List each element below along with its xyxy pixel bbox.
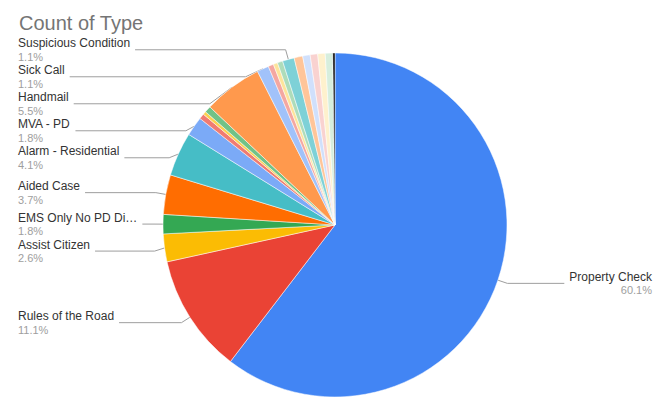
svg-text:1.8%: 1.8% xyxy=(18,225,43,237)
svg-text:EMS Only No PD Di…: EMS Only No PD Di… xyxy=(18,211,137,225)
svg-text:MVA - PD: MVA - PD xyxy=(18,117,70,131)
svg-text:1.1%: 1.1% xyxy=(18,78,43,90)
svg-text:60.1%: 60.1% xyxy=(621,284,652,296)
svg-text:5.5%: 5.5% xyxy=(18,105,43,117)
svg-text:Rules of the Road: Rules of the Road xyxy=(18,309,114,323)
svg-text:Handmail: Handmail xyxy=(18,90,69,104)
svg-text:4.1%: 4.1% xyxy=(18,159,43,171)
svg-text:11.1%: 11.1% xyxy=(18,324,49,336)
svg-text:Aided Case: Aided Case xyxy=(18,179,80,193)
svg-text:Count of Type: Count of Type xyxy=(19,12,143,34)
svg-text:1.1%: 1.1% xyxy=(18,51,43,63)
svg-text:Property Check: Property Check xyxy=(569,270,653,284)
svg-text:Suspicious Condition: Suspicious Condition xyxy=(18,36,130,50)
svg-text:Sick Call: Sick Call xyxy=(18,63,65,77)
svg-text:3.7%: 3.7% xyxy=(18,194,43,206)
svg-text:Assist Citizen: Assist Citizen xyxy=(18,238,90,252)
svg-text:1.8%: 1.8% xyxy=(18,132,43,144)
svg-text:2.6%: 2.6% xyxy=(18,252,43,264)
svg-text:Alarm - Residential: Alarm - Residential xyxy=(18,144,119,158)
